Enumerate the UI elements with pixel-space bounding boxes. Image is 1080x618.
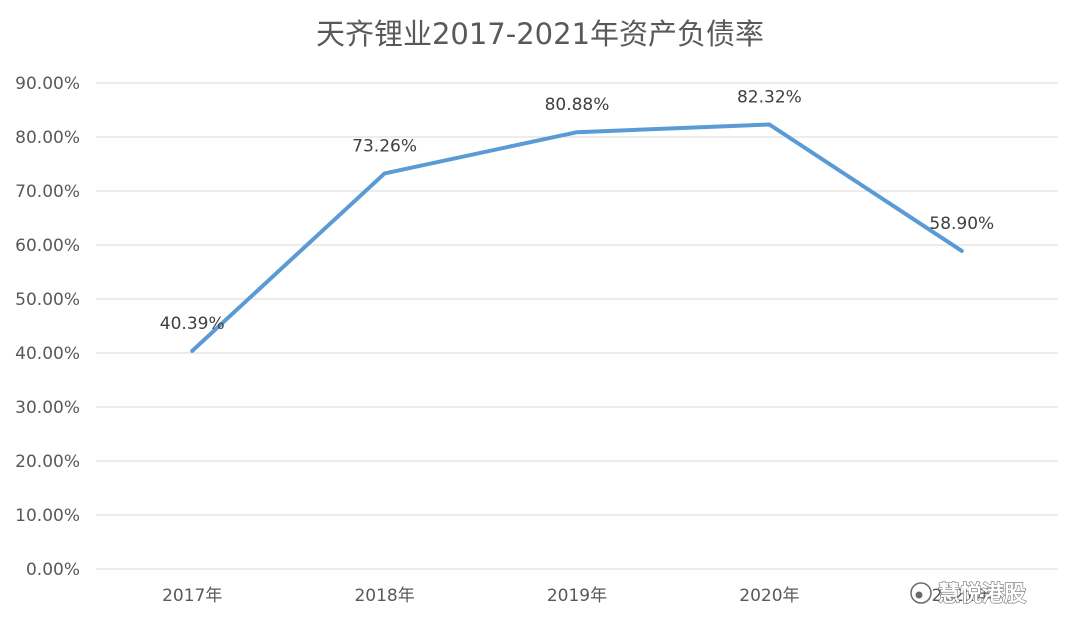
data-label: 73.26% (352, 136, 417, 156)
y-tick-label: 0.00% (26, 560, 80, 580)
x-axis-ticks: 2017年 2018年 2019年 2020年 2021年 (162, 586, 992, 606)
data-label: 82.32% (737, 87, 802, 107)
y-tick-label: 20.00% (15, 452, 80, 472)
grid-lines (96, 82, 1058, 570)
data-label: 80.88% (545, 95, 610, 115)
y-tick-label: 90.00% (15, 74, 80, 94)
y-tick-label: 80.00% (15, 128, 80, 148)
weibo-logo-eye (915, 591, 923, 599)
y-tick-label: 70.00% (15, 182, 80, 202)
y-tick-label: 30.00% (15, 398, 80, 418)
x-tick-label: 2017年 (162, 586, 222, 606)
data-label: 58.90% (929, 214, 994, 234)
x-tick-label: 2021年 (932, 586, 992, 606)
y-axis-ticks: 0.00% 10.00% 20.00% 30.00% 40.00% 50.00% 60.00… (15, 74, 80, 580)
x-tick-label: 2018年 (354, 586, 414, 606)
y-tick-label: 10.00% (15, 506, 80, 526)
y-tick-label: 60.00% (15, 236, 80, 256)
x-tick-label: 2020年 (739, 586, 799, 606)
chart-title: 天齐锂业2017-2021年资产负债率 (316, 17, 764, 51)
watermark-text: 慧悦港股 (938, 581, 1026, 607)
series-line (190, 122, 964, 353)
data-label: 40.39% (160, 314, 225, 334)
x-tick-label: 2019年 (547, 586, 607, 606)
y-tick-label: 40.00% (15, 344, 80, 364)
data-labels: 40.39% 73.26% 80.88% 82.32% 58.90% (160, 87, 994, 333)
watermark: 慧悦港股 (910, 580, 1027, 608)
y-tick-label: 50.00% (15, 290, 80, 310)
